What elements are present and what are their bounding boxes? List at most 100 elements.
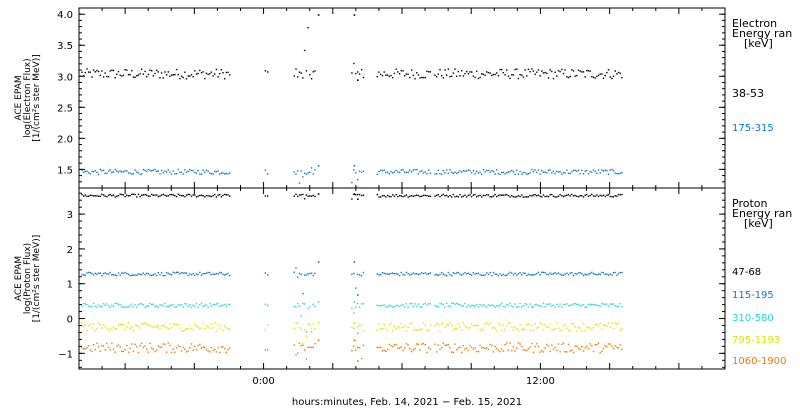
data-point <box>504 274 506 277</box>
data-point <box>195 73 198 75</box>
data-point <box>185 194 188 196</box>
data-point <box>410 273 413 276</box>
data-point <box>189 347 191 349</box>
data-point <box>554 328 556 330</box>
data-point <box>184 348 186 350</box>
data-point <box>527 348 530 350</box>
data-point <box>417 329 420 331</box>
data-point <box>99 168 101 171</box>
data-point <box>219 271 221 274</box>
data-point <box>195 273 198 275</box>
data-point <box>167 272 169 275</box>
data-point <box>562 72 565 75</box>
data-point <box>517 77 520 80</box>
data-point <box>112 69 115 72</box>
data-point <box>481 305 483 307</box>
data-point <box>414 195 416 197</box>
data-point <box>587 173 590 175</box>
data-point <box>302 302 304 305</box>
data-point <box>601 169 603 171</box>
data-point <box>472 75 475 77</box>
data-point <box>462 344 465 347</box>
data-point <box>596 304 598 306</box>
data-point <box>160 325 163 328</box>
data-point <box>314 169 316 171</box>
data-point <box>451 324 453 327</box>
data-point <box>451 196 453 198</box>
data-point <box>564 324 566 326</box>
data-point <box>494 194 496 196</box>
data-point <box>439 348 441 351</box>
data-point <box>409 303 411 305</box>
data-point <box>126 194 128 196</box>
data-point <box>405 194 408 196</box>
data-point <box>582 196 585 198</box>
data-point <box>489 343 491 346</box>
data-point <box>556 349 558 352</box>
data-point <box>310 167 313 169</box>
data-point <box>509 170 511 173</box>
data-point <box>386 194 389 197</box>
data-point <box>596 75 598 78</box>
data-point <box>479 194 481 197</box>
data-point <box>494 345 496 348</box>
data-point <box>537 69 540 71</box>
data-point <box>293 271 295 273</box>
data-point <box>209 327 211 329</box>
data-point <box>621 348 623 350</box>
data-point <box>592 303 595 306</box>
data-point <box>157 71 159 73</box>
y-tick-label: 3 <box>67 210 73 221</box>
data-point <box>579 305 581 307</box>
data-point <box>142 346 145 348</box>
data-point <box>609 169 611 171</box>
data-point <box>172 170 174 172</box>
data-point <box>190 169 193 172</box>
data-point <box>378 196 380 198</box>
data-point <box>101 70 103 72</box>
data-point <box>127 74 130 76</box>
data-point <box>84 274 86 276</box>
data-point <box>388 75 390 78</box>
data-point <box>398 73 401 75</box>
data-point <box>106 75 108 78</box>
data-point <box>217 194 219 196</box>
data-point <box>472 194 475 196</box>
data-point <box>439 330 441 332</box>
data-point <box>99 74 101 77</box>
data-point <box>121 75 123 77</box>
data-point <box>96 327 98 330</box>
data-point <box>464 194 466 196</box>
data-point <box>546 343 548 346</box>
data-point <box>541 350 543 352</box>
data-point <box>307 323 309 325</box>
data-point <box>597 195 600 198</box>
data-point <box>362 76 365 79</box>
data-point <box>507 304 510 307</box>
data-point <box>502 305 505 308</box>
data-point <box>229 172 231 174</box>
data-point <box>386 306 389 308</box>
data-point <box>222 273 224 275</box>
data-point <box>146 272 148 275</box>
data-point <box>109 169 111 171</box>
data-point <box>307 195 309 197</box>
data-point <box>614 70 616 72</box>
data-point <box>542 194 545 196</box>
data-point <box>477 306 480 308</box>
data-point <box>126 272 128 275</box>
data-point <box>170 193 173 196</box>
data-point <box>584 194 586 196</box>
data-point <box>412 329 414 332</box>
data-point <box>297 352 299 354</box>
data-point <box>355 287 357 289</box>
data-point <box>102 273 105 275</box>
data-point <box>156 194 158 196</box>
data-point <box>227 173 229 175</box>
data-point <box>537 271 540 274</box>
data-point <box>146 170 148 173</box>
data-point <box>137 351 140 354</box>
data-point <box>355 340 357 342</box>
data-point <box>467 272 470 274</box>
